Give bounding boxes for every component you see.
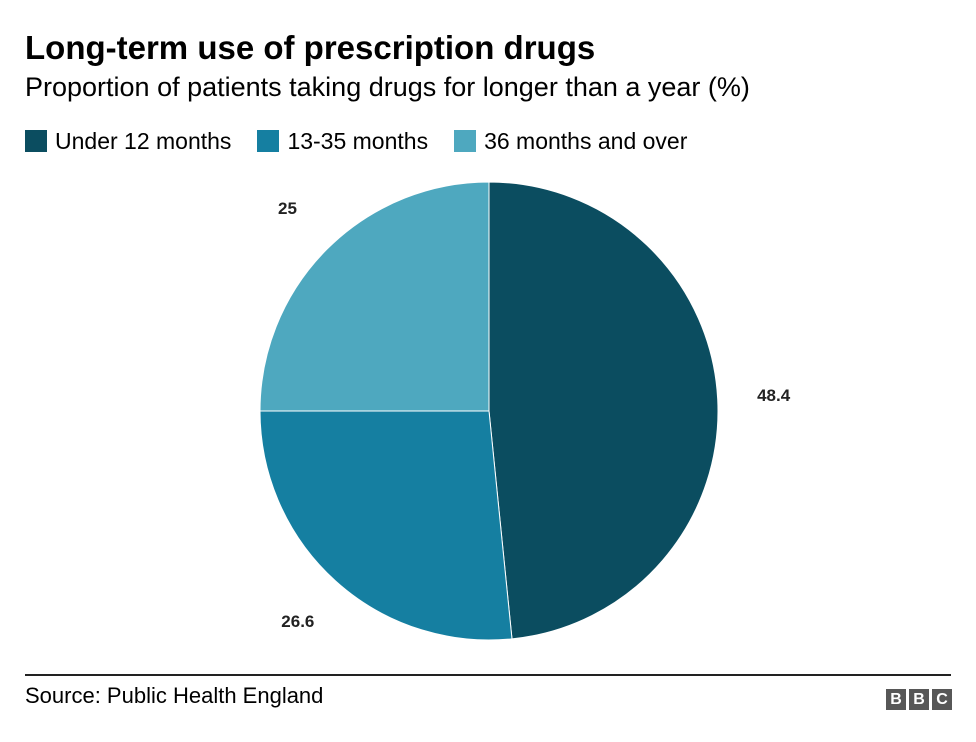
pie-slice-under-12-months [488,181,719,640]
source-note: Source: Public Health England [25,683,324,708]
legend-swatch-13-35-months [257,130,280,152]
legend-label-36-months-and-over: 36 months and over [484,128,688,154]
legend-swatch-36-months-and-over [454,130,477,152]
logo-letter-b2: B [909,689,929,710]
legend: Under 12 months 13-35 months 36 months a… [25,126,713,156]
chart-title: Long-term use of prescription drugs [25,29,596,66]
footer-divider [25,674,951,676]
logo-letter-b1: B [886,689,906,710]
legend-swatch-under-12-months [25,130,47,152]
chart-subtitle: Proportion of patients taking drugs for … [25,72,750,102]
legend-label-13-35-months: 13-35 months [287,128,429,154]
data-label-under-12-months: 48.4 [757,386,791,405]
legend-item-13-35-months: 13-35 months [257,126,428,156]
legend-item-36-months-and-over: 36 months and over [454,126,687,156]
data-label-13-35-months: 26.6 [281,612,314,631]
pie-slice-13-35-months [259,410,513,641]
logo-letter-c: C [932,689,952,710]
legend-item-under-12-months: Under 12 months [25,126,231,156]
bbc-logo: B B C [883,689,952,710]
legend-label-under-12-months: Under 12 months [55,128,232,154]
data-label-36-months-and-over: 25 [278,199,297,218]
pie-slice-36-months-and-over [259,181,490,412]
